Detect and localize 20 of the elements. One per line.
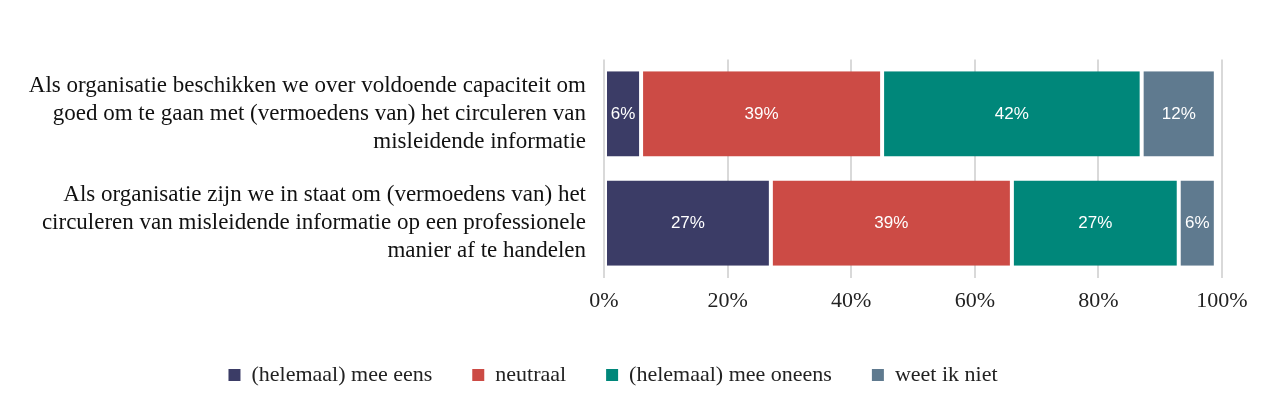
data-label: 6% [610, 103, 636, 123]
data-label: 6% [1184, 212, 1210, 232]
legend-label: (helemaal) mee oneens [629, 360, 832, 386]
data-label: 39% [744, 103, 779, 123]
data-label: 27% [1078, 212, 1113, 232]
y-tick-label: Als organisatie beschikken we over voldoende capaciteit om goed om te gaan met (vermoedens van) het circuleren van misleidende informatie [28, 72, 587, 153]
data-label: 12% [1161, 103, 1196, 123]
legend-label: neutraal [495, 360, 567, 386]
data-label: 39% [874, 212, 909, 232]
x-tick-label: 0% [589, 286, 619, 312]
y-tick-label: Als organisatie zijn we in staat om (vermoedens van) het circuleren van misleidende informatie op een professionele manier af te handelen [41, 181, 587, 262]
data-label: 42% [994, 103, 1029, 123]
data-label: 27% [670, 212, 705, 232]
x-tick-label: 20% [707, 286, 748, 312]
legend-label: (helemaal) mee eens [251, 360, 433, 386]
x-tick-label: 100% [1196, 286, 1248, 312]
x-tick-label: 40% [831, 286, 872, 312]
x-tick-label: 80% [1078, 286, 1119, 312]
legend-label: weet ik niet [894, 360, 998, 386]
x-tick-label: 60% [954, 286, 995, 312]
